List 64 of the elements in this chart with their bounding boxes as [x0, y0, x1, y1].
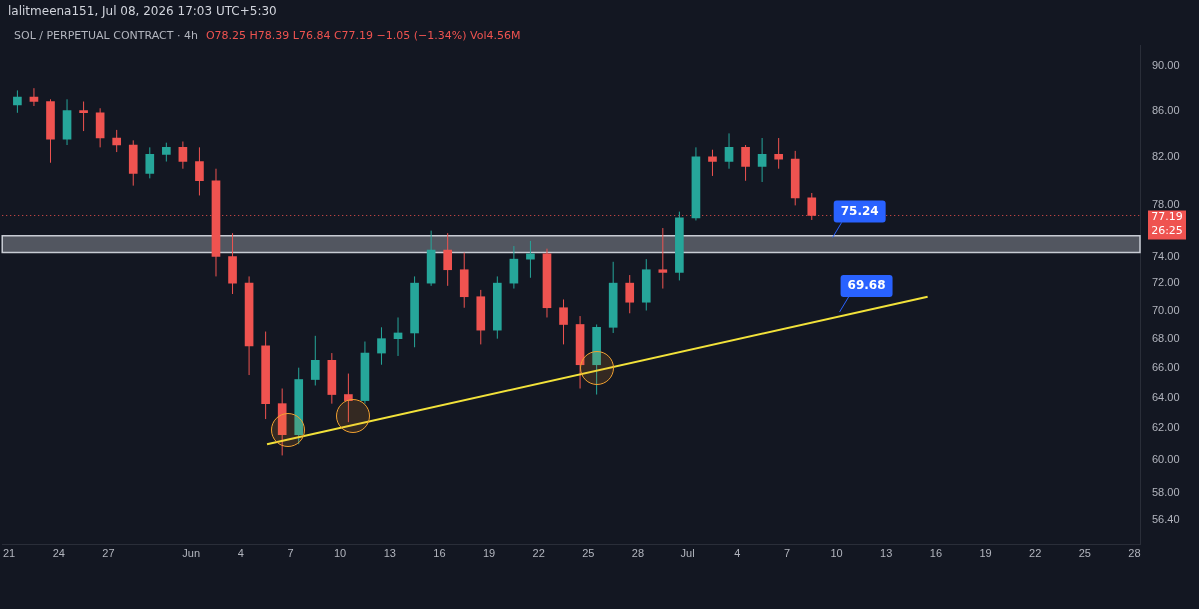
- y-tick-label: 72.00: [1152, 276, 1180, 289]
- x-tick-label: 4: [237, 547, 244, 560]
- candlestick: [29, 87, 39, 107]
- chart-title: SOL / PERPETUAL CONTRACT · 4h: [14, 29, 198, 42]
- x-tick-label: 27: [102, 547, 115, 560]
- candlestick: [774, 137, 783, 170]
- x-tick-label: 28: [631, 547, 645, 560]
- candlestick: [741, 144, 750, 182]
- x-tick-label: 21: [2, 547, 16, 560]
- x-tick-label: 22: [1029, 547, 1042, 560]
- x-tick-label: 16: [929, 547, 943, 560]
- x-tick-label: 13: [880, 547, 893, 560]
- x-tick-label: 13: [383, 547, 396, 560]
- candlestick: [724, 132, 734, 170]
- x-tick-label: 19: [979, 547, 992, 560]
- candlestick: [145, 146, 155, 179]
- x-tick-label: 25: [582, 547, 595, 560]
- x-tick-label: Jun: [182, 547, 201, 560]
- y-tick-label: 78.00: [1152, 198, 1180, 211]
- annotation: 69.68: [847, 278, 886, 293]
- x-tick-label: 7: [287, 547, 294, 560]
- candlestick: [178, 141, 188, 170]
- x-tick-label: 4: [734, 547, 741, 560]
- y-tick-label: 62.00: [1152, 421, 1180, 434]
- y-tick-label: 74.00: [1152, 249, 1180, 262]
- x-tick-label: 16: [433, 547, 446, 560]
- y-tick-label: 82.00: [1152, 149, 1180, 162]
- candlestick: [79, 101, 88, 132]
- candlestick: [13, 89, 22, 114]
- y-tick-label: 64.00: [1152, 390, 1180, 403]
- x-tick-label: 19: [482, 547, 496, 560]
- candlestick: [757, 137, 767, 183]
- candlestick: [625, 274, 635, 314]
- y-tick-label: 60.00: [1152, 453, 1180, 466]
- y-tick-label: 56.40: [1152, 513, 1180, 526]
- y-tick-label: 68.00: [1152, 331, 1180, 344]
- candlestick: [344, 373, 353, 423]
- x-tick-label: 25: [1078, 547, 1091, 560]
- annotation: 75.24: [840, 203, 879, 218]
- candlestick: [195, 146, 204, 196]
- x-tick-label: 7: [783, 547, 791, 560]
- x-tick-label: 10: [830, 547, 843, 560]
- text: O78.25 H78.39 L76.84 C77.19 −1.05 (−1.34%) Vol4.56M: [205, 29, 521, 42]
- y-tick-label: 58.00: [1152, 486, 1180, 499]
- text: 26:25: [1151, 224, 1183, 238]
- x-tick-label: 24: [52, 547, 65, 560]
- candlestick: [708, 149, 717, 177]
- ref-line-label: 77.19: [1151, 210, 1183, 224]
- candlestick: [377, 326, 386, 366]
- candlestick: [559, 298, 568, 345]
- x-tick-label: 28: [1128, 547, 1141, 560]
- text: lalitmeena151, Jul 08, 2026 17:03 UTC+5:30: [8, 4, 277, 18]
- candlestick: [310, 335, 320, 386]
- x-tick-label: Jul: [680, 547, 695, 560]
- candlestick: [112, 129, 122, 153]
- candlestick: [443, 232, 453, 287]
- x-tick-label: 22: [532, 547, 545, 560]
- y-tick-label: 70.00: [1152, 303, 1180, 316]
- y-tick-label: 90.00: [1152, 59, 1180, 72]
- x-tick-label: 10: [333, 547, 347, 560]
- candlestick: [162, 142, 171, 163]
- y-tick-label: 86.00: [1152, 103, 1180, 116]
- y-tick-label: 66.00: [1152, 360, 1180, 373]
- candlestick: [658, 227, 668, 290]
